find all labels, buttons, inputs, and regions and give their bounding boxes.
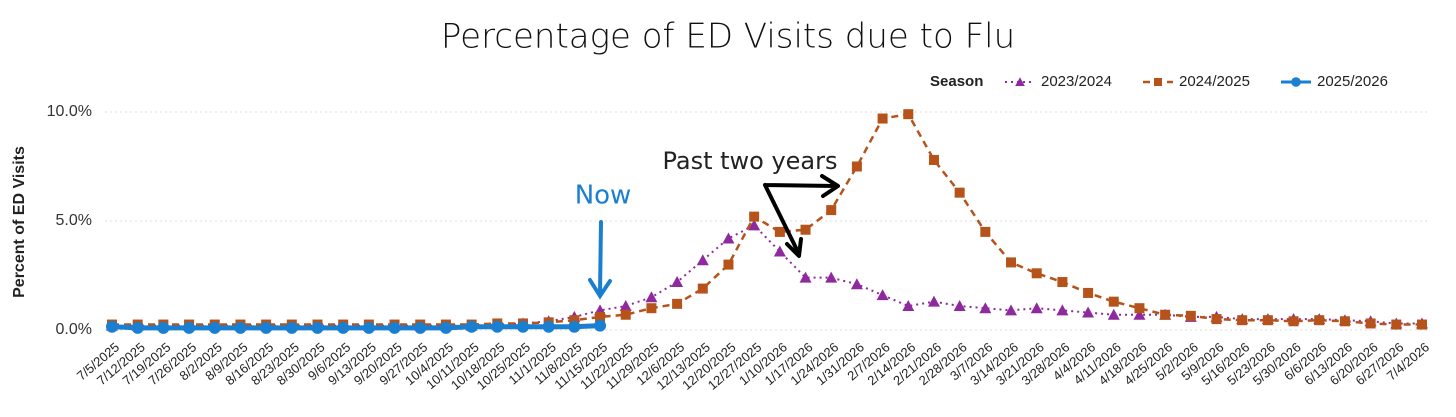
marker — [646, 303, 657, 314]
y-axis-label: Percent of ED Visits — [11, 146, 28, 298]
now-arrow — [588, 220, 612, 300]
marker — [1031, 268, 1042, 279]
legend-title: Season — [930, 73, 983, 90]
marker — [980, 226, 991, 237]
marker — [723, 259, 734, 270]
marker — [594, 319, 607, 332]
marker — [1083, 287, 1094, 298]
y-tick-label: 10.0% — [47, 103, 92, 120]
marker — [954, 187, 965, 198]
marker — [877, 113, 888, 124]
legend-label: 2023/2024 — [1041, 73, 1112, 90]
marker — [1134, 303, 1145, 314]
marker — [260, 321, 273, 334]
series-line — [112, 112, 1422, 326]
marker — [902, 300, 915, 312]
marker — [774, 226, 785, 237]
marker — [491, 320, 504, 333]
y-tick-label: 0.0% — [56, 321, 92, 338]
legend-marker — [1291, 77, 1301, 87]
marker — [465, 320, 478, 333]
marker — [337, 321, 350, 334]
chart-title: Percentage of ED Visits due to Flu — [441, 17, 1015, 57]
marker — [697, 283, 708, 294]
legend-label: 2024/2025 — [1179, 73, 1250, 90]
marker — [595, 311, 606, 322]
marker — [1056, 304, 1069, 316]
marker — [953, 300, 966, 312]
marker — [851, 161, 862, 172]
marker — [569, 315, 580, 326]
marker — [903, 109, 914, 120]
marker — [645, 291, 658, 303]
marker — [1133, 308, 1146, 320]
marker — [928, 154, 939, 165]
marker — [1030, 302, 1043, 314]
marker — [979, 302, 992, 314]
marker — [1314, 315, 1325, 326]
marker — [722, 232, 735, 244]
legend-marker — [1015, 77, 1025, 86]
annotation-past: Past two years — [662, 147, 837, 175]
marker — [672, 298, 683, 309]
marker — [927, 295, 940, 307]
marker — [131, 321, 144, 334]
marker — [234, 321, 247, 334]
marker — [671, 276, 684, 288]
marker — [414, 321, 427, 334]
marker — [619, 300, 632, 312]
marker — [208, 321, 221, 334]
marker — [1107, 308, 1120, 320]
marker — [516, 320, 529, 333]
marker — [1237, 315, 1248, 326]
legend-label: 2025/2026 — [1317, 73, 1388, 90]
legend-marker — [1154, 78, 1162, 86]
marker — [1262, 315, 1273, 326]
marker — [568, 320, 581, 333]
marker — [311, 321, 324, 334]
marker — [850, 278, 863, 290]
marker — [620, 309, 631, 320]
series-line — [112, 224, 1422, 327]
marker — [748, 219, 761, 231]
plot-area: 0.0%5.0%10.0%7/5/20257/12/20257/19/20257… — [47, 103, 1433, 393]
marker — [800, 224, 811, 235]
marker — [183, 321, 196, 334]
marker — [1417, 319, 1427, 330]
marker — [1185, 310, 1196, 321]
marker — [1365, 318, 1376, 329]
marker — [106, 320, 118, 333]
marker — [285, 321, 298, 334]
marker — [825, 271, 838, 283]
marker — [388, 321, 401, 334]
marker — [1339, 316, 1350, 327]
marker — [876, 289, 889, 301]
annotation-now: Now — [575, 181, 632, 211]
marker — [1288, 316, 1299, 327]
marker — [1006, 257, 1017, 268]
marker — [362, 321, 375, 334]
marker — [826, 205, 837, 216]
marker — [439, 321, 452, 334]
past-arrows — [763, 174, 840, 258]
marker — [1082, 306, 1095, 318]
marker — [773, 245, 786, 257]
marker — [1211, 314, 1222, 325]
marker — [1057, 277, 1068, 288]
marker — [799, 271, 812, 283]
marker — [1160, 309, 1171, 320]
marker — [696, 254, 709, 266]
marker — [157, 321, 170, 334]
marker — [1108, 296, 1119, 307]
y-tick-label: 5.0% — [56, 212, 92, 229]
marker — [749, 211, 760, 222]
marker — [542, 320, 555, 333]
marker — [1005, 304, 1018, 316]
marker — [1391, 319, 1402, 330]
